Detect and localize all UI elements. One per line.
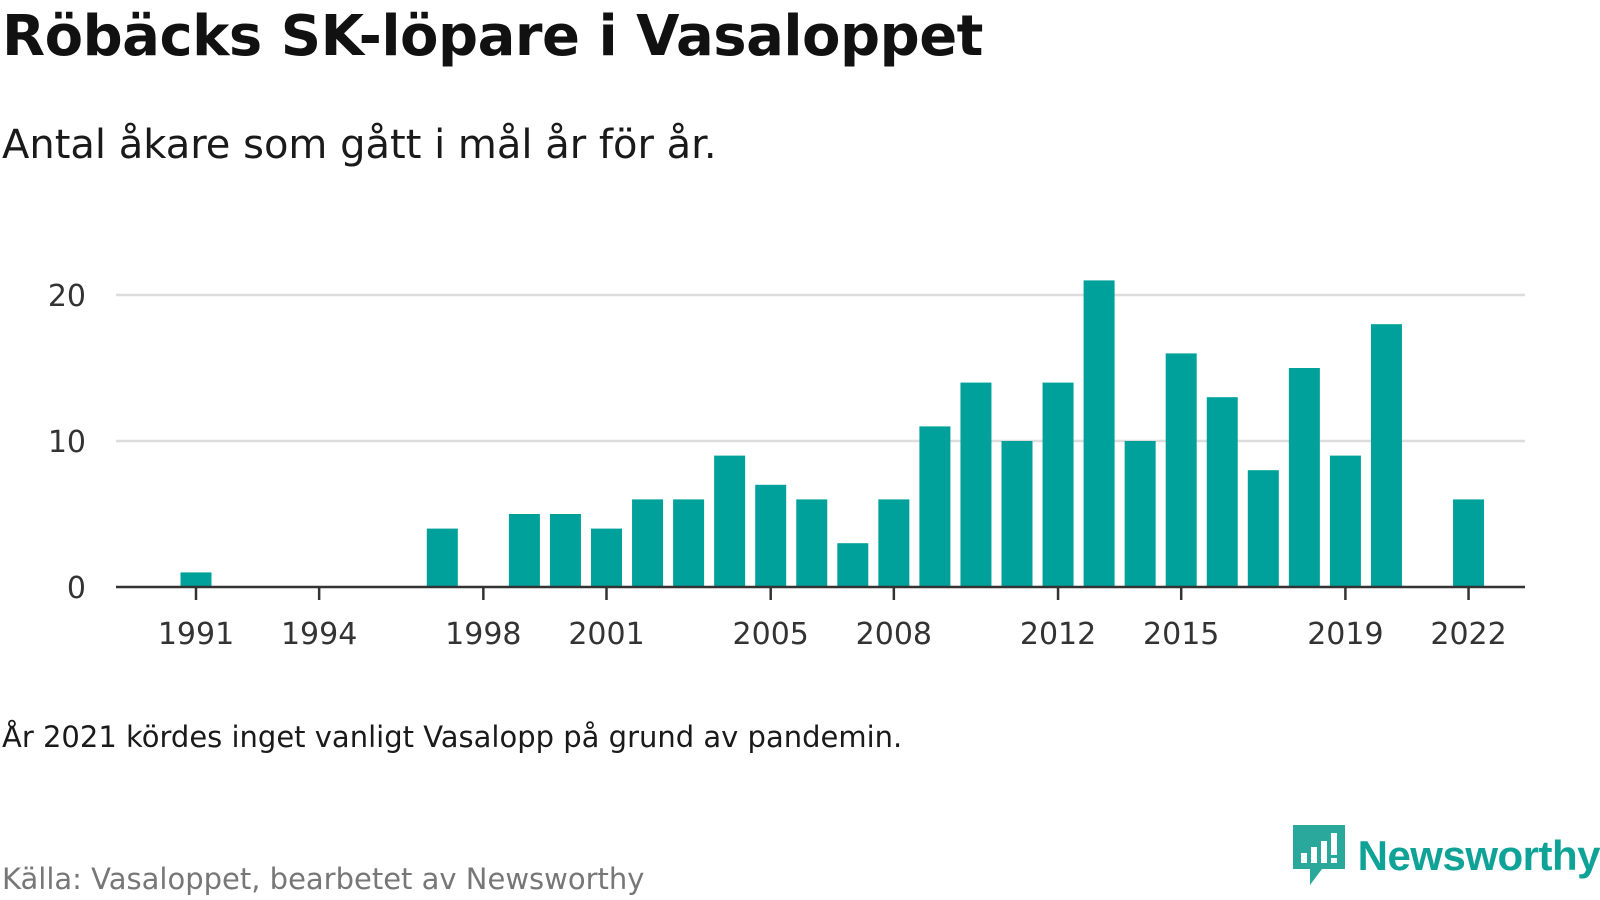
bar-1997	[426, 528, 458, 587]
y-tick-label: 0	[67, 571, 86, 606]
bar-2009	[919, 426, 951, 587]
y-tick-label: 20	[48, 279, 86, 314]
bar-2017	[1247, 470, 1279, 587]
bar-2014	[1124, 441, 1156, 587]
y-tick-label: 10	[48, 425, 86, 460]
bar-2008	[878, 499, 910, 587]
bar-chart: 0 10 20 1991 1994 1998 2001 2005 2008 2012 2015 201…	[48, 279, 1525, 652]
bar-2006	[796, 499, 828, 587]
bar-2005	[755, 484, 787, 587]
x-tick-label: 2012	[1020, 617, 1096, 652]
bar-2020	[1370, 324, 1402, 587]
bar-2012	[1042, 382, 1074, 587]
source-text: Källa: Vasaloppet, bearbetet av Newswort…	[2, 862, 645, 896]
bar-2016	[1206, 397, 1238, 587]
newsworthy-logo-icon	[1292, 825, 1345, 885]
bar-2013	[1083, 280, 1115, 587]
bar-2019	[1329, 455, 1361, 587]
x-tick-label: 1994	[281, 617, 357, 652]
brand-name: Newsworthy	[1357, 832, 1600, 879]
bar-2003	[673, 499, 705, 587]
newsworthy-logo: Newsworthy	[1290, 825, 1600, 887]
bar-2001	[591, 528, 622, 587]
x-tick-label: 2008	[856, 617, 932, 652]
x-tick-label: 2022	[1430, 617, 1506, 652]
bar-2004	[714, 455, 746, 587]
bar-1999	[508, 514, 540, 587]
x-tick-label: 2001	[568, 617, 644, 652]
bar-2011	[1001, 441, 1033, 587]
bar-2022	[1453, 499, 1485, 587]
bar-2010	[960, 382, 992, 587]
x-tick-label: 2019	[1307, 617, 1383, 652]
bar-1991	[180, 572, 212, 587]
chart-subtitle: Antal åkare som gått i mål år för år.	[2, 122, 717, 168]
x-tick-label: 1991	[158, 617, 234, 652]
bar-2002	[632, 499, 664, 587]
bar-2007	[837, 543, 869, 587]
bars	[180, 280, 1485, 587]
bar-2000	[549, 514, 581, 587]
x-tick-label: 2005	[733, 617, 809, 652]
bar-2018	[1288, 368, 1320, 587]
axes: 0 10 20 1991 1994 1998 2001 2005 2008 2012 2015 201…	[48, 279, 1525, 652]
chart-title: Röbäcks SK-löpare i Vasaloppet	[2, 4, 983, 69]
x-tick-label: 1998	[445, 617, 521, 652]
footnote: År 2021 kördes inget vanligt Vasalopp på…	[2, 720, 903, 754]
x-tick-label: 2015	[1143, 617, 1219, 652]
bar-2015	[1165, 353, 1197, 587]
